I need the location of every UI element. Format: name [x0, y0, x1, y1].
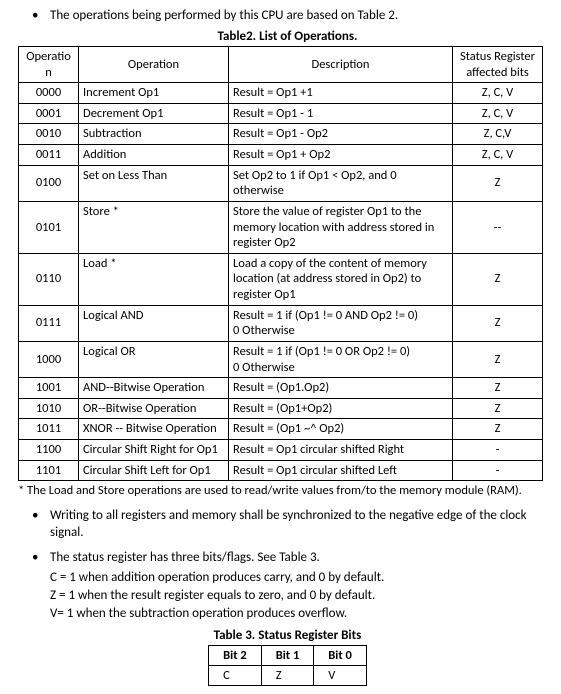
cell-desc: Result = Op1 circular shifted Right: [229, 440, 453, 461]
th-status: Status Register affected bits: [453, 46, 543, 82]
cell-code: 0010: [19, 124, 79, 145]
status-bullet-text: The status register has three bits/flags…: [50, 550, 320, 565]
cell-op: Set on Less Than: [79, 165, 229, 201]
table-row: 0011AdditionResult = Op1 + Op2Z, C, V: [19, 145, 543, 166]
cell-status: Z, C, V: [453, 145, 543, 166]
cell-code: 1010: [19, 398, 79, 419]
status-register-table: Bit 2 Bit 1 Bit 0 C Z V: [208, 645, 367, 686]
th-bit2: Bit 2: [209, 645, 262, 665]
table-row: 1101Circular Shift Left for Op1Result = …: [19, 460, 543, 481]
cell-desc: Result = Op1 +1: [229, 83, 453, 104]
cell-desc: Result = (Op1 ~^ Op2): [229, 419, 453, 440]
table-row: 0101Store *Store the value of register O…: [19, 201, 543, 253]
cell-op: Logical AND: [79, 305, 229, 341]
table-row: 1000Logical ORResult = 1 if (Op1 != 0 OR…: [19, 341, 543, 377]
cell-code: 0101: [19, 201, 79, 253]
cell-op: AND--Bitwise Operation: [79, 378, 229, 399]
cell-op: Circular Shift Right for Op1: [79, 440, 229, 461]
cell-op: XNOR -- Bitwise Operation: [79, 419, 229, 440]
sync-bullet-text: Writing to all registers and memory shal…: [50, 508, 527, 540]
cell-desc: Result = Op1 + Op2: [229, 145, 453, 166]
intro-bullet: The operations being performed by this C…: [32, 8, 543, 25]
table-row: 0000Increment Op1Result = Op1 +1Z, C, V: [19, 83, 543, 104]
cell-code: 1101: [19, 460, 79, 481]
cell-op: Increment Op1: [79, 83, 229, 104]
cell-code: 0000: [19, 83, 79, 104]
table-row: 1001AND--Bitwise OperationResult = (Op1.…: [19, 378, 543, 399]
table-header-row: Operation Operation Description Status R…: [19, 46, 543, 82]
td-z: Z: [261, 665, 314, 685]
table2-footnote: * The Load and Store operations are used…: [18, 483, 543, 498]
table-row: 0110Load *Load a copy of the content of …: [19, 253, 543, 305]
cell-status: Z, C, V: [453, 83, 543, 104]
cell-status: Z, C, V: [453, 103, 543, 124]
table-row: Bit 2 Bit 1 Bit 0: [209, 645, 367, 665]
cell-code: 0110: [19, 253, 79, 305]
cell-op: Logical OR: [79, 341, 229, 377]
th-desc: Description: [229, 46, 453, 82]
cell-op: Circular Shift Left for Op1: [79, 460, 229, 481]
cell-op: Subtraction: [79, 124, 229, 145]
table-row: 0111Logical ANDResult = 1 if (Op1 != 0 A…: [19, 305, 543, 341]
cell-op: OR--Bitwise Operation: [79, 398, 229, 419]
cell-status: Z: [453, 378, 543, 399]
td-c: C: [209, 665, 262, 685]
cell-status: Z: [453, 253, 543, 305]
cell-status: --: [453, 201, 543, 253]
table2-title: Table2. List of Operations.: [32, 29, 543, 44]
table-row: 0010SubtractionResult = Op1 - Op2Z, C,V: [19, 124, 543, 145]
cell-status: Z: [453, 165, 543, 201]
cell-status: Z: [453, 419, 543, 440]
cell-desc: Result = Op1 - 1: [229, 103, 453, 124]
table-row: 1011XNOR -- Bitwise OperationResult = (O…: [19, 419, 543, 440]
cell-code: 1100: [19, 440, 79, 461]
td-v: V: [314, 665, 367, 685]
cell-code: 0011: [19, 145, 79, 166]
cell-desc: Result = 1 if (Op1 != 0 AND Op2 != 0)0 O…: [229, 305, 453, 341]
cell-code: 0100: [19, 165, 79, 201]
status-line-v: V= 1 when the subtraction operation prod…: [32, 605, 543, 623]
operations-table: Operation Operation Description Status R…: [18, 46, 543, 481]
cell-desc: Result = (Op1.Op2): [229, 378, 453, 399]
th-code: Operation: [19, 46, 79, 82]
cell-op: Load *: [79, 253, 229, 305]
th-bit0: Bit 0: [314, 645, 367, 665]
intro-bullet-text: The operations being performed by this C…: [50, 8, 398, 23]
cell-code: 1011: [19, 419, 79, 440]
cell-desc: Result = (Op1+Op2): [229, 398, 453, 419]
th-bit1: Bit 1: [261, 645, 314, 665]
status-line-c: C = 1 when addition operation produces c…: [32, 569, 543, 587]
status-bullet: The status register has three bits/flags…: [32, 550, 543, 567]
cell-desc: Store the value of register Op1 to the m…: [229, 201, 453, 253]
cell-code: 1000: [19, 341, 79, 377]
cell-code: 0001: [19, 103, 79, 124]
cell-op: Store *: [79, 201, 229, 253]
cell-status: Z, C,V: [453, 124, 543, 145]
table-row: 0100Set on Less ThanSet Op2 to 1 if Op1 …: [19, 165, 543, 201]
status-line-z: Z = 1 when the result register equals to…: [32, 587, 543, 605]
cell-desc: Result = 1 if (Op1 != 0 OR Op2 != 0)0 Ot…: [229, 341, 453, 377]
cell-code: 1001: [19, 378, 79, 399]
cell-desc: Result = Op1 - Op2: [229, 124, 453, 145]
cell-op: Addition: [79, 145, 229, 166]
cell-status: Z: [453, 398, 543, 419]
cell-status: -: [453, 440, 543, 461]
table-row: 1100Circular Shift Right for Op1Result =…: [19, 440, 543, 461]
cell-status: Z: [453, 341, 543, 377]
cell-desc: Result = Op1 circular shifted Left: [229, 460, 453, 481]
cell-desc: Load a copy of the content of memory loc…: [229, 253, 453, 305]
cell-status: Z: [453, 305, 543, 341]
table-row: 0001Decrement Op1Result = Op1 - 1Z, C, V: [19, 103, 543, 124]
cell-op: Decrement Op1: [79, 103, 229, 124]
sync-bullet: Writing to all registers and memory shal…: [32, 508, 543, 542]
cell-desc: Set Op2 to 1 if Op1 < Op2, and 0 otherwi…: [229, 165, 453, 201]
table3-title: Table 3. Status Register Bits: [32, 628, 543, 643]
cell-code: 0111: [19, 305, 79, 341]
table-row: C Z V: [209, 665, 367, 685]
table-row: 1010OR--Bitwise OperationResult = (Op1+O…: [19, 398, 543, 419]
th-op: Operation: [79, 46, 229, 82]
cell-status: -: [453, 460, 543, 481]
